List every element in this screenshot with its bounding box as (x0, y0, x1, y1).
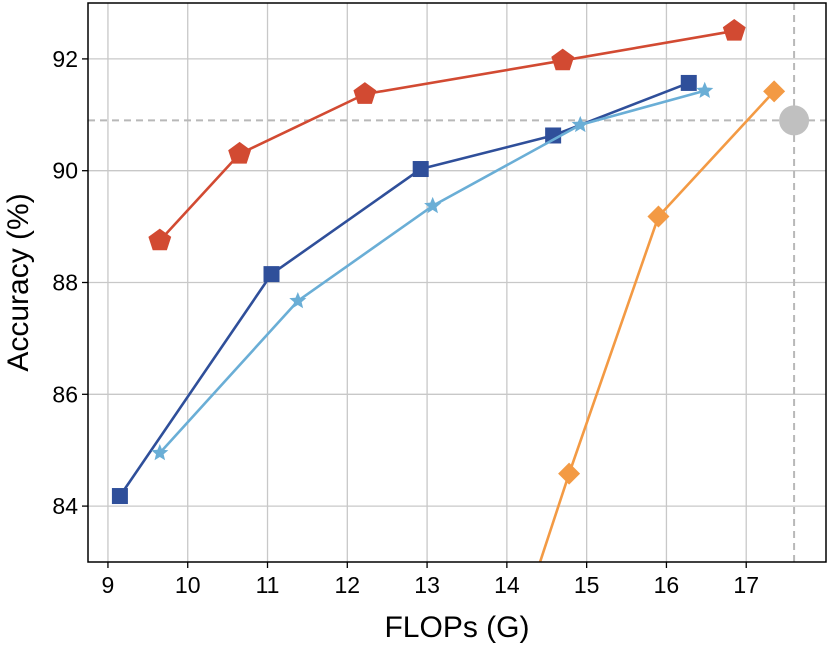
x-tick-label: 10 (175, 572, 201, 598)
star-marker (424, 196, 442, 214)
x-tick-label: 17 (733, 572, 759, 598)
y-tick-label: 92 (52, 46, 78, 72)
diamond-marker (647, 205, 670, 228)
square-marker (263, 266, 280, 283)
series-star (151, 81, 714, 461)
pentagon-marker (228, 141, 251, 164)
reference-point-group (779, 105, 810, 136)
star-marker (151, 443, 169, 461)
x-tick-label: 11 (256, 572, 280, 598)
y-tick-label: 88 (52, 270, 78, 296)
x-tick-label: 14 (494, 572, 520, 598)
square-marker (545, 127, 562, 144)
pentagon-marker (148, 228, 172, 251)
series-diamond (525, 80, 786, 584)
series-square (111, 74, 697, 505)
x-axis-label: FLOPs (G) (384, 611, 529, 644)
x-tick-label: 12 (335, 572, 361, 598)
reference-lines (88, 3, 826, 562)
y-ticks: 84 86 88 90 92 (52, 46, 88, 519)
circle-marker (779, 105, 810, 136)
series-line (118, 81, 690, 497)
square-marker (111, 488, 128, 505)
plot-area (111, 18, 786, 584)
x-tick-label: 16 (654, 572, 680, 598)
series-line (538, 90, 776, 562)
y-tick-label: 90 (52, 158, 78, 184)
star-marker (289, 291, 307, 309)
y-axis-label: Accuracy (%) (2, 193, 35, 371)
y-tick-label: 86 (52, 381, 78, 407)
diamond-marker (525, 562, 547, 584)
y-tick-label: 84 (52, 493, 78, 519)
series-line (158, 29, 735, 242)
diamond-marker (558, 462, 581, 485)
star-marker (696, 81, 714, 99)
star-marker (571, 115, 589, 133)
x-tick-label: 9 (102, 572, 115, 598)
diamond-marker (763, 80, 786, 103)
pentagon-marker (551, 48, 575, 71)
x-ticks: 9 10 11 12 13 14 15 16 17 (102, 562, 759, 598)
x-tick-label: 15 (574, 572, 600, 598)
x-tick-label: 13 (414, 572, 440, 598)
series-group (111, 18, 786, 584)
pentagon-marker (722, 18, 746, 41)
grid (88, 3, 826, 562)
square-marker (412, 161, 429, 178)
series-pentagon (148, 18, 746, 251)
square-marker (680, 74, 697, 91)
pentagon-marker (353, 82, 377, 104)
